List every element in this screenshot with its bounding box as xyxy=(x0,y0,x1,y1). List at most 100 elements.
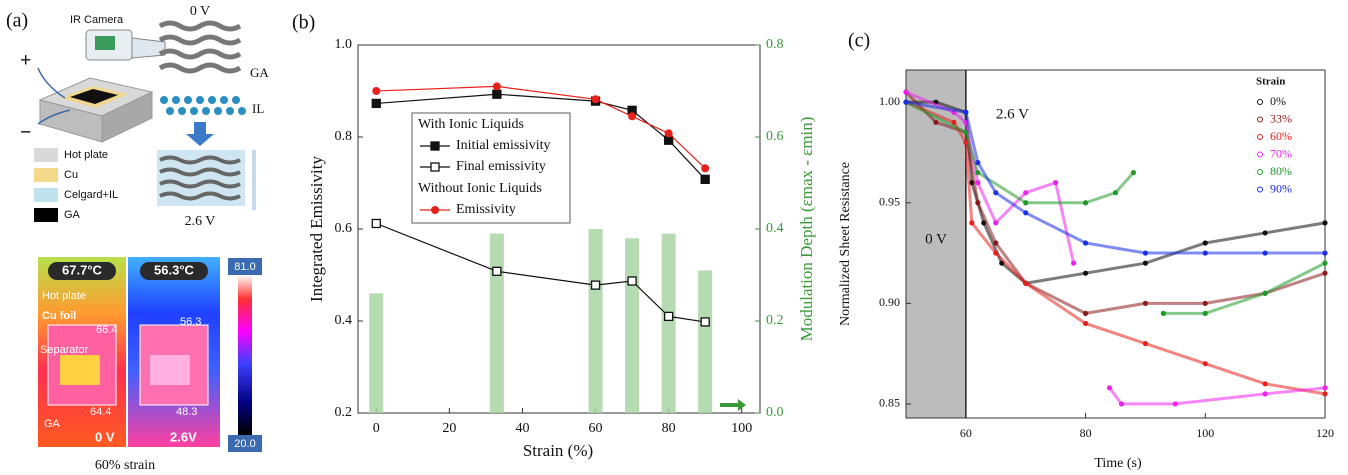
point xyxy=(1322,385,1328,391)
point xyxy=(1202,240,1208,246)
y-tick-label: 0.6 xyxy=(335,221,353,236)
point xyxy=(1082,200,1089,206)
color-bar xyxy=(238,275,252,435)
plus-sign: + xyxy=(20,50,31,72)
legend-swatch xyxy=(34,168,58,182)
ga-layer xyxy=(158,48,242,60)
point xyxy=(1262,381,1268,387)
legend-marker xyxy=(430,141,440,151)
y2-tick-label: 0.8 xyxy=(766,37,784,52)
caption: 60% strain xyxy=(95,458,155,473)
thermal-label: 66.4 xyxy=(96,324,117,336)
point xyxy=(903,89,909,95)
bar xyxy=(369,293,384,413)
x-tick-label: 60 xyxy=(589,421,603,436)
point xyxy=(1142,340,1149,347)
marker xyxy=(700,174,710,184)
point xyxy=(993,250,999,256)
point xyxy=(1142,250,1149,256)
thermal-label: 0 V xyxy=(95,429,115,444)
legend-swatch xyxy=(34,188,58,202)
series-trace xyxy=(1108,386,1326,406)
marker xyxy=(590,280,601,290)
bar xyxy=(588,229,603,413)
wire xyxy=(37,109,71,125)
temp-pill xyxy=(140,262,208,280)
legend-label: 90% xyxy=(1270,181,1292,195)
legend-marker xyxy=(1257,151,1263,158)
point xyxy=(963,129,969,135)
point xyxy=(1142,260,1149,266)
point xyxy=(1262,290,1268,296)
point xyxy=(1322,270,1328,276)
x-tick-label: 80 xyxy=(1080,426,1092,440)
y-tick-label: 0.95 xyxy=(879,195,900,209)
wire xyxy=(37,67,66,99)
x-tick-label: 120 xyxy=(1316,426,1334,440)
point xyxy=(1322,250,1328,256)
thermal-label: 56.3 xyxy=(180,316,201,328)
marker xyxy=(371,218,381,229)
point xyxy=(1322,260,1328,266)
y2-axis-label: Modulation Depth (εmax - εmin) xyxy=(797,117,816,342)
marker xyxy=(372,87,381,95)
legend-label: 33% xyxy=(1270,111,1292,125)
legend-label: 70% xyxy=(1270,146,1292,160)
legend-label: 0% xyxy=(1270,94,1286,108)
point xyxy=(1023,280,1029,286)
composite-layers xyxy=(159,155,241,201)
x-tick-label: 80 xyxy=(662,421,676,436)
x-axis-label: Strain (%) xyxy=(523,441,593,460)
x-tick-label: 100 xyxy=(731,421,752,436)
point xyxy=(969,220,975,226)
y2-tick-label: 0.2 xyxy=(766,313,784,328)
thermal-ga xyxy=(150,355,190,385)
legend-marker xyxy=(1257,116,1263,123)
scale-box xyxy=(228,258,262,275)
y-tick-label: 0.85 xyxy=(879,396,900,410)
point xyxy=(1172,401,1178,407)
y-tick-label: 1.00 xyxy=(879,94,900,108)
marker xyxy=(663,311,674,322)
point xyxy=(975,159,981,166)
point xyxy=(993,240,999,246)
series-trace xyxy=(905,90,1076,264)
point xyxy=(1118,401,1125,407)
point xyxy=(1142,300,1149,306)
thermal-labels: Hot plate Cu foil 66.4 56.3 Separator 64… xyxy=(40,290,201,445)
x-tick-label: 40 xyxy=(515,421,529,436)
camera-arm xyxy=(131,37,166,59)
plot-frame xyxy=(905,69,1326,419)
x-tick-label: 100 xyxy=(1196,426,1214,440)
x-tick-label: 20 xyxy=(442,421,456,436)
y-tick-label: 0.2 xyxy=(335,405,353,420)
ga-layer xyxy=(158,20,242,32)
point xyxy=(1130,169,1137,176)
y-tick-label: 0.4 xyxy=(335,313,353,328)
panel-label: (b) xyxy=(292,12,315,34)
legend-heading: Without Ionic Liquids xyxy=(418,181,542,196)
point xyxy=(1023,190,1029,196)
thermal-label: 48.3 xyxy=(176,406,197,418)
point xyxy=(1202,250,1208,256)
marker xyxy=(591,95,600,104)
gradient-bar xyxy=(252,150,256,210)
point xyxy=(1082,240,1089,246)
minus-sign: − xyxy=(20,122,31,144)
point xyxy=(1322,391,1328,397)
temp-pill xyxy=(48,262,116,280)
panel-label: (a) xyxy=(6,10,28,32)
point xyxy=(1322,220,1328,226)
point xyxy=(1106,385,1113,391)
point xyxy=(951,119,957,125)
point xyxy=(1202,361,1208,367)
y-tick-label: 0.90 xyxy=(879,295,900,309)
point xyxy=(1082,320,1089,327)
point xyxy=(975,169,981,176)
legend-title: Strain xyxy=(1256,76,1285,88)
point xyxy=(1023,200,1029,206)
series-line xyxy=(376,222,706,323)
ga-layer xyxy=(158,34,242,46)
